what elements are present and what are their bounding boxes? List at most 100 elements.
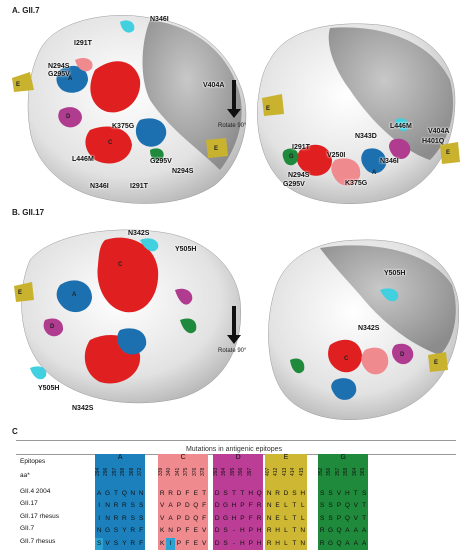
epitope-column: 364 T V V A A — [352, 464, 360, 550]
table-cell: L — [300, 502, 305, 510]
table-cell: A — [168, 514, 173, 522]
table-cell: N — [300, 539, 306, 547]
epitope-column: 294 A I I N S — [95, 464, 104, 550]
table-cell: R — [113, 502, 119, 510]
table-cell: D — [214, 502, 220, 510]
table-cell: P — [240, 514, 245, 522]
epitope-g-label-r: G — [289, 154, 294, 160]
table-cell: T — [353, 490, 358, 497]
table-cell: Q — [336, 527, 342, 535]
rotate-label-a: Rotate 90° — [218, 123, 247, 129]
table-cell: L — [284, 539, 288, 547]
epitope-e-label-left: E — [16, 82, 21, 88]
table-cell: S — [320, 502, 325, 510]
gii17-structure-top-view — [14, 229, 241, 404]
table-cell: K — [160, 527, 165, 535]
table-cell: D — [185, 514, 190, 522]
table-cell: I — [98, 502, 101, 510]
epitope-a-label-b: A — [72, 292, 77, 298]
table-cell: T — [113, 490, 118, 497]
table-cell: S — [130, 502, 135, 510]
table-cell: F — [139, 527, 144, 535]
table-cell: Q — [344, 514, 350, 522]
table-cell: P — [176, 539, 182, 547]
table-cell: G — [223, 502, 229, 510]
label-l446m-right: L446M — [390, 123, 412, 130]
epitope-header-g: G — [340, 454, 346, 461]
table-cell: R — [319, 539, 325, 547]
row-label-gii7-rhesus: GII.7 rhesus — [20, 538, 56, 545]
table-cell: T — [240, 490, 245, 497]
row-label-gii17-rhesus: GII.17 rhesus — [20, 513, 60, 520]
position-label: 394 — [221, 467, 228, 476]
epitope-column: 365 S T T A A — [360, 464, 368, 550]
table-cell: V — [160, 514, 165, 522]
table-cell: T — [292, 502, 297, 510]
table-cell: V — [201, 539, 207, 547]
table-cell: S — [320, 514, 325, 522]
table-cell: E — [193, 490, 198, 497]
position-label: 372 — [136, 467, 143, 476]
aa-row-label: aa* — [20, 472, 30, 479]
position-label: 395 — [229, 467, 236, 476]
table-cell: R — [113, 514, 119, 522]
epitope-column: 339 R V V K K — [158, 464, 166, 550]
table-cell: Y — [122, 539, 127, 547]
position-label: 415 — [298, 467, 305, 476]
table-cell: R — [256, 514, 262, 522]
table-cell: N — [266, 490, 272, 497]
table-cell: G — [328, 539, 334, 547]
table-cell: Q — [193, 514, 199, 522]
table-cell: S — [138, 502, 144, 510]
epitope-column: 297 T R R S S — [112, 464, 120, 550]
epitope-e-label-b: E — [18, 290, 23, 296]
rotate-label-b: Rotate 90° — [218, 348, 247, 354]
position-label: 413 — [281, 467, 288, 476]
table-cell: S — [292, 490, 297, 497]
table-cell: E — [193, 539, 198, 547]
epitope-d-label-br: D — [400, 352, 405, 358]
table-title: Mutations in antigenic epitopes — [185, 446, 283, 453]
table-cell: Q — [344, 502, 350, 510]
position-label: 296 — [103, 467, 110, 476]
table-cell: F — [248, 514, 253, 522]
table-cell: R — [168, 490, 173, 497]
epitope-column: 413 D L L L L — [282, 464, 290, 550]
table-cell: L — [284, 502, 288, 510]
table-cell: D — [214, 527, 220, 535]
table-cell: N — [168, 527, 173, 535]
position-label: 365 — [359, 467, 366, 476]
epitope-block-a: A 294 A I I N S 296 G N N G V 297 T R R S S 298 Q R R Y Y 368 N S S R… — [95, 454, 146, 550]
epitope-column: 368 N S S R R — [129, 464, 137, 550]
table-cell: V — [336, 490, 342, 497]
table-cell: S — [113, 527, 119, 535]
table-cell: H — [275, 527, 280, 535]
position-label: 375 — [183, 467, 190, 476]
epitope-block-e: E 407 N N N R R 412 R E E H H 413 D L L L L 414 S T T T T 415 H L L N… — [265, 454, 307, 550]
position-label: 396 — [238, 467, 245, 476]
label-n346i-top: N346I — [150, 16, 169, 23]
position-label: 412 — [273, 467, 280, 476]
table-cell: S — [320, 490, 325, 497]
table-cell: S — [328, 502, 333, 510]
label-g295v-top: G295V — [48, 71, 70, 78]
epitope-column: 359 H Q Q A A — [343, 464, 351, 550]
table-cell: R — [266, 527, 272, 535]
table-cell: D — [214, 539, 220, 547]
panel-c-title: C — [12, 427, 18, 436]
position-label: 341 — [174, 467, 181, 476]
table-cell: R — [266, 539, 272, 547]
epitope-block-d: D 393 D D D D D 394 S G G S S 395 T H H - -396 T P P H H 397 H F F P… — [213, 454, 264, 550]
table-cell: E — [193, 527, 198, 535]
table-cell: R — [319, 527, 325, 535]
epitope-c-label: C — [108, 140, 113, 146]
table-cell: S — [113, 539, 119, 547]
panel-b-title: B. GII.17 — [12, 208, 45, 217]
position-label: 368 — [128, 467, 135, 476]
table-cell: D — [214, 490, 220, 497]
label-y505h-top: Y505H — [175, 246, 197, 253]
label-n342s-top: N342S — [128, 230, 150, 237]
table-cell: H — [275, 539, 280, 547]
table-cell: E — [275, 502, 280, 510]
table-cell: A — [361, 527, 367, 535]
